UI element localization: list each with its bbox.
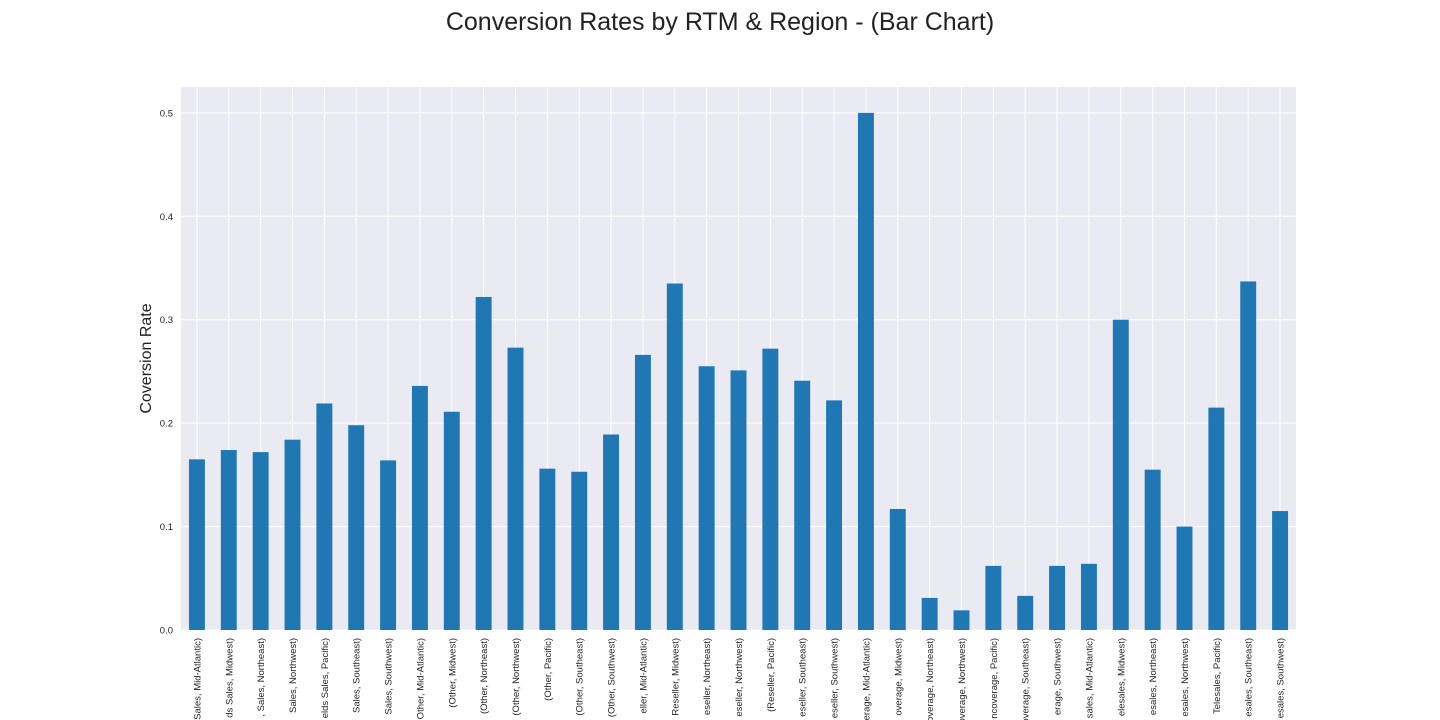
bar	[889, 508, 906, 630]
x-tick-label: overage, Southeast)	[1021, 638, 1032, 720]
y-tick-label: 0.0	[160, 626, 173, 637]
x-tick-label: elesales, Midwest)	[1116, 638, 1127, 716]
bar	[571, 471, 588, 630]
x-tick-label: Sales, Southeast)	[352, 638, 363, 713]
chart-title: Conversion Rates by RTM & Region - (Bar …	[445, 8, 995, 36]
bar	[507, 347, 524, 630]
x-tick-label: eseller, Northeast)	[702, 638, 713, 715]
bar	[316, 403, 333, 630]
bar	[666, 283, 683, 630]
x-tick-label: eller, Mid-Atlantic)	[638, 638, 649, 714]
x-tick-label: elds Sales, Pacific)	[320, 638, 331, 718]
bar	[284, 439, 301, 630]
x-tick-label: Sales, Southwest)	[384, 638, 395, 715]
x-tick-label: sales, Mid-Atlantic)	[1084, 638, 1095, 718]
y-tick-label: 0.5	[160, 108, 173, 119]
bar-series	[188, 112, 1289, 631]
bar	[921, 597, 938, 630]
x-tick-label: erage, Mid-Atlantic)	[861, 638, 872, 720]
bar	[188, 459, 205, 630]
x-tick-label: eseller, Southeast)	[798, 638, 809, 717]
y-tick-label: 0.2	[160, 419, 173, 430]
x-tick-label: Telesales, Pacific)	[1212, 638, 1223, 714]
x-tick-label: (Other, Southwest)	[607, 638, 618, 717]
x-tick-label: esales, Southwest)	[1276, 638, 1287, 718]
bar	[539, 468, 556, 630]
x-tick-label: eseller, Southwest)	[830, 638, 841, 718]
y-tick-label: 0.3	[160, 315, 173, 326]
x-tick-label: esales, Southeast)	[1244, 638, 1255, 717]
bar	[730, 370, 747, 630]
x-tick-label: Sales, Mid-Atlantic)	[192, 638, 203, 720]
x-tick-label: (Other, Northeast)	[479, 638, 490, 714]
y-tick-label: 0.1	[160, 522, 173, 533]
bar	[1240, 281, 1257, 630]
x-tick-label: ncoverage, Pacific)	[989, 638, 1000, 719]
bar	[826, 400, 843, 630]
bar	[1112, 319, 1129, 630]
bar	[603, 434, 620, 630]
bar	[985, 565, 1002, 630]
x-tick-label: (Other, Northwest)	[511, 638, 522, 716]
bar	[1272, 511, 1289, 630]
bar	[1208, 407, 1225, 630]
x-tick-label: (Other, Pacific)	[543, 638, 554, 701]
bar	[698, 366, 715, 630]
x-tick-label: esales, Northwest)	[1180, 638, 1191, 717]
bar	[1176, 526, 1193, 630]
bar	[411, 385, 428, 630]
x-tick-label: , Sales, Northeast)	[256, 638, 267, 717]
bar	[1049, 565, 1066, 630]
x-tick-label: Other, Mid-Atlantic)	[415, 638, 426, 719]
x-tick-label: overage, Midwest)	[893, 638, 904, 716]
x-tick-label: Reseller, Midwest)	[670, 638, 681, 716]
x-tick-label: overage, Northwest)	[957, 638, 968, 720]
x-tick-label: esales, Northeast)	[1148, 638, 1159, 715]
x-tick-label: (Reseller, Pacific)	[766, 638, 777, 712]
bar	[1144, 469, 1161, 630]
x-tick-label: erage, Southwest)	[1053, 638, 1064, 715]
x-axis-ticks: Sales, Mid-Atlantic) ds Sales, Midwest) , …	[192, 638, 1286, 720]
bar	[1080, 563, 1097, 630]
x-tick-label: (Other, Southeast)	[575, 638, 586, 716]
bar	[443, 411, 460, 630]
bar	[953, 610, 970, 630]
bar	[1017, 595, 1034, 630]
bar	[252, 452, 269, 630]
x-tick-label: ds Sales, Midwest)	[224, 638, 235, 718]
x-tick-label: (Other, Midwest)	[447, 638, 458, 708]
bar	[220, 450, 237, 630]
bar	[762, 348, 779, 630]
bar	[857, 112, 874, 631]
bar	[348, 425, 365, 630]
bar	[634, 354, 651, 630]
x-tick-label: eseller, Northwest)	[734, 638, 745, 717]
bar	[794, 380, 811, 630]
x-tick-label: Sales, Northwest)	[288, 638, 299, 713]
x-tick-label: overage, Northeast)	[925, 638, 936, 720]
y-axis-ticks: 0.0 0.1 0.2 0.3 0.4 0.5	[160, 108, 173, 636]
bar	[380, 460, 397, 630]
y-axis-label: Coversion Rate	[138, 303, 155, 413]
bar	[475, 296, 492, 630]
y-tick-label: 0.4	[160, 212, 173, 223]
